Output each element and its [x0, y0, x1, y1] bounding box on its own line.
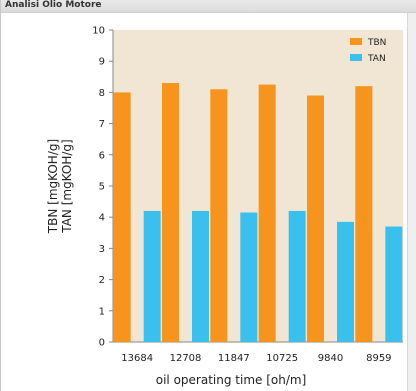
bar-tbn-13684 — [113, 92, 131, 343]
x-tick-label: 9840 — [318, 353, 343, 364]
bar-tbn-10725 — [258, 84, 276, 342]
bar-tbn-8959 — [355, 86, 373, 342]
x-tick-label: 13684 — [121, 353, 153, 364]
window-titlebar: Analisi Olio Motore — [1, 0, 416, 13]
y-tick-label: 2 — [99, 275, 105, 286]
bar-tan-10725 — [288, 210, 306, 342]
x-ticks: 13684 12708 11847 10725 9840 8959 — [121, 353, 391, 364]
bar-tbn-11847 — [210, 89, 228, 342]
x-axis-title: oil operating time [oh/m] — [156, 373, 307, 387]
y-ticks: 0 1 2 3 4 5 6 7 8 9 10 — [92, 26, 113, 349]
bar-tan-11847 — [240, 212, 258, 342]
bar-tbn-12708 — [162, 83, 179, 342]
bar-tan-9840 — [337, 221, 354, 342]
y-tick-label: 4 — [99, 213, 105, 224]
x-tick-label: 12708 — [170, 353, 202, 364]
bar-tan-13684 — [143, 210, 161, 342]
y-tick-label: 9 — [99, 57, 105, 68]
y-tick-label: 10 — [92, 26, 105, 37]
legend-swatch-tbn — [350, 38, 362, 45]
bar-tan-12708 — [192, 210, 209, 342]
y-tick-label: 8 — [99, 88, 105, 99]
y-axis-title: TBN [mgKOH/g] TAN [mgKOH/g] — [46, 139, 74, 234]
y-tick-label: 6 — [99, 150, 105, 161]
legend-swatch-tan — [350, 54, 362, 61]
y-tick-label: 5 — [99, 182, 105, 193]
y-tick-label: 7 — [99, 119, 105, 130]
y-tick-label: 3 — [99, 244, 105, 255]
plot-area — [113, 30, 403, 342]
x-tick-label: 10725 — [266, 353, 298, 364]
x-tick-label: 11847 — [218, 353, 250, 364]
y-axis-title-line-2: TAN [mgKOH/g] — [60, 139, 74, 233]
legend-label-tan: TAN — [367, 54, 386, 64]
window-right-edge — [407, 13, 416, 391]
legend: TBN TAN — [350, 38, 386, 64]
bar-tan-8959 — [385, 226, 403, 342]
bar-tbn-9840 — [307, 95, 324, 343]
bars — [113, 83, 403, 343]
y-axis-title-line-1: TBN [mgKOH/g] — [46, 139, 60, 234]
x-tick-label: 8959 — [366, 353, 391, 364]
legend-label-tbn: TBN — [367, 38, 386, 48]
y-tick-label: 1 — [99, 306, 105, 317]
y-tick-label: 0 — [99, 338, 105, 349]
window-title: Analisi Olio Motore — [5, 0, 102, 10]
